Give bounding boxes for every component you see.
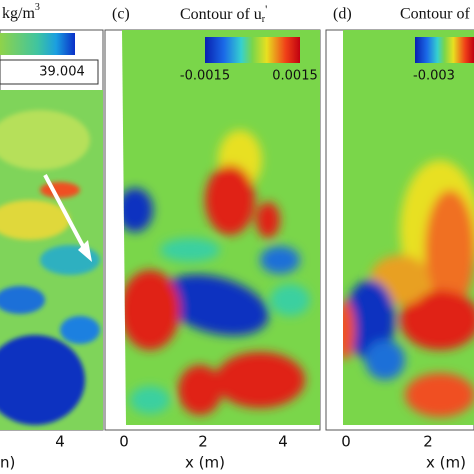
colorbar (415, 37, 474, 63)
x-axis-label: n) (0, 454, 15, 472)
panel-title: Contour of (400, 6, 470, 23)
x-tick-label: 4 (55, 433, 65, 451)
field (0, 90, 103, 430)
panel-c: (c) Contour of ur' -0.0015 0.0015 0 2 4 … (104, 2, 321, 472)
x-tick-label: 4 (278, 433, 288, 451)
panel-label: (d) (333, 6, 352, 23)
colorbar-label: -0.0015 (180, 69, 230, 84)
panel-label: (c) (112, 6, 130, 23)
colorbar-label: -0.003 (413, 69, 455, 84)
panel-d: (d) Contour of -0.003 0 2 x (m) (325, 6, 474, 472)
field (122, 30, 320, 425)
x-tick-label: 2 (198, 433, 208, 451)
colorbar-label: 0.0015 (272, 69, 318, 84)
x-axis-label: x (m) (185, 454, 225, 472)
x-tick-label: 2 (423, 433, 433, 451)
x-tick-label: 0 (119, 433, 129, 451)
colorbar-label: 39.004 (39, 65, 85, 80)
panel-title: Contour of ur' (180, 2, 267, 26)
panel-b: kg/m3 39.004 4 n) (0, 2, 104, 472)
unit: kg/m3 (2, 2, 40, 21)
label-box (0, 59, 99, 85)
x-axis-label: x (m) (426, 454, 466, 472)
colorbar (0, 33, 75, 55)
x-tick-label: 0 (341, 433, 351, 451)
field (343, 30, 474, 425)
colorbar (205, 37, 300, 63)
